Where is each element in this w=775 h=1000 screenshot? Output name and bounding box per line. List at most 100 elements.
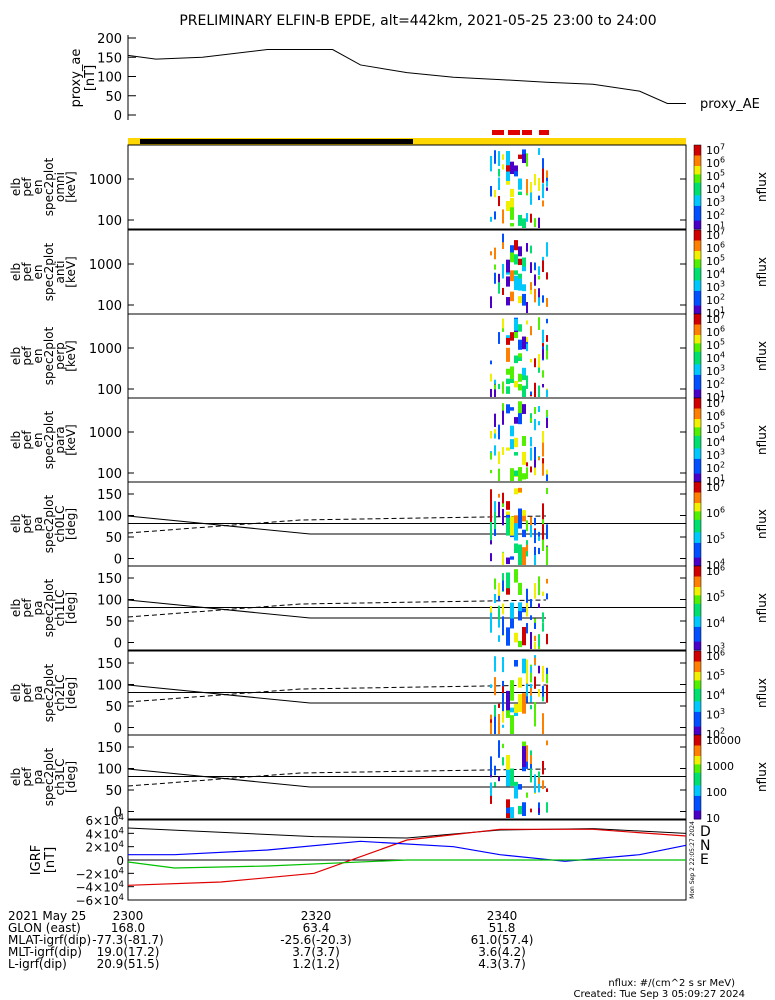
colorbar-segment <box>694 159 701 163</box>
spectrogram-cell <box>546 684 548 703</box>
colorbar-segment <box>694 540 701 544</box>
spectrogram-cell <box>506 368 510 375</box>
spectrogram-cell <box>498 493 500 498</box>
spectrogram-cell <box>546 667 548 678</box>
colorbar-segment <box>694 663 701 667</box>
colorbar-segment <box>694 599 701 603</box>
y-axis-label: elbpefpaspec2plotch2LC[deg] <box>9 663 78 722</box>
colorbar-segment <box>694 452 701 456</box>
colorbar-segment <box>694 672 701 675</box>
colorbar-segment <box>694 208 701 211</box>
spectrogram-cell <box>502 403 504 414</box>
spectrogram-cell <box>526 623 528 634</box>
colorbar-segment <box>694 416 701 420</box>
colorbar-segment <box>694 425 701 428</box>
colorbar-segment <box>694 248 701 252</box>
colorbar-segment <box>694 751 701 755</box>
colorbar-label: nflux <box>755 341 769 371</box>
spectrogram-cell <box>546 318 548 324</box>
colorbar-tick-label: 106 <box>706 564 725 578</box>
colorbar-segment <box>694 193 701 196</box>
spectrogram-cell <box>494 150 496 164</box>
colorbar-segment <box>694 779 701 782</box>
colorbar-segment <box>694 739 701 742</box>
colorbar-tick-label: 106 <box>706 649 725 663</box>
colorbar-segment <box>694 191 701 194</box>
spectrogram-cell <box>498 635 500 642</box>
colorbar-segment <box>694 301 701 304</box>
colorbar-label: nflux <box>755 425 769 455</box>
colorbar-segment <box>694 220 701 224</box>
y-axis-label: elbpefpaspec2plotch3LC[deg] <box>9 747 78 806</box>
orbit-row-value: 2320 <box>301 909 332 923</box>
spectrogram-cell <box>490 515 492 523</box>
colorbar-segment <box>694 553 701 556</box>
status-marker-red <box>539 130 549 135</box>
spectrogram-cell <box>534 676 536 689</box>
side-stamp: Mon Sep 2 22:05:27 2024 <box>689 821 696 899</box>
spectrogram-cell <box>534 288 536 303</box>
spectrogram-cell <box>546 298 548 307</box>
y-tick-label: −4×104 <box>75 880 124 895</box>
spectrogram-cell <box>502 508 504 526</box>
colorbar-segment <box>694 332 701 336</box>
y-axis-label: elbpefenspec2plotpara[keV] <box>9 410 78 469</box>
spectrogram-cell <box>534 529 536 544</box>
y-axis-label: elbpefenspec2plotomni[keV] <box>9 157 78 216</box>
spectrogram-cell <box>494 512 496 530</box>
spectrogram-cell <box>542 713 544 734</box>
orbit-table: 2021 May 25 2300 2320 2340 GLON (east) 168.0 6… <box>8 909 533 971</box>
spectrogram-cell <box>518 214 522 226</box>
spectrogram-cell <box>526 756 528 769</box>
spectrogram-cell <box>506 347 510 362</box>
spectrogram-cell <box>522 336 526 350</box>
spectrogram-cell <box>510 207 514 220</box>
spectrogram-cell <box>502 603 504 615</box>
colorbar-segment <box>694 608 701 611</box>
spectrogram-cell <box>526 343 528 351</box>
y-tick-label: 50 <box>105 784 122 799</box>
colorbar-segment <box>694 442 701 445</box>
spectrogram-cell <box>538 689 540 697</box>
colorbar-segment <box>694 665 701 669</box>
colorbar-segment <box>694 760 701 763</box>
spectrogram-cell <box>494 765 496 776</box>
spectrogram-cell <box>522 512 526 522</box>
spectrogram-cell <box>542 383 544 388</box>
spectrogram-cell <box>522 257 526 267</box>
y-axis-label: elbpefenspec2plotperp[keV] <box>9 326 78 385</box>
colorbar-segment <box>694 534 701 538</box>
colorbar-segment <box>694 768 701 772</box>
colorbar-segment <box>694 240 701 244</box>
colorbar-segment <box>694 311 701 315</box>
spectrogram-cell <box>542 696 544 702</box>
spectrogram-cell <box>534 407 536 414</box>
colorbar-segment <box>694 469 701 472</box>
colorbar-tick-label: 103 <box>706 364 725 378</box>
spectrogram-cell <box>534 453 536 468</box>
colorbar-segment <box>694 305 701 309</box>
colorbar-segment <box>694 353 701 357</box>
spectrogram-cell <box>498 273 500 283</box>
spectrogram-cell <box>534 641 536 649</box>
footer-created: Created: Tue Sep 3 05:09:27 2024 <box>574 989 746 1000</box>
colorbar-segment <box>694 242 701 246</box>
spectrogram-cell <box>510 715 514 734</box>
colorbar-segment <box>694 269 701 273</box>
colorbar-segment <box>694 214 701 217</box>
spectrogram-cell <box>530 598 532 608</box>
colorbar-tick-label: 103 <box>706 707 725 721</box>
panel-frame <box>127 397 687 483</box>
spectrogram-cell <box>490 719 492 723</box>
spectrogram-cell <box>518 339 522 350</box>
colorbar-segment <box>694 286 701 290</box>
spectrogram-cell <box>534 446 536 460</box>
orbit-row-label: MLAT-igrf(dip) <box>8 933 91 947</box>
colorbar-segment <box>694 180 701 184</box>
colorbar-segment <box>694 701 701 704</box>
colorbar-frame <box>693 565 702 651</box>
y-tick-label: 100 <box>97 510 122 525</box>
colorbar-segment <box>694 626 701 630</box>
colorbar-segment <box>694 720 701 723</box>
